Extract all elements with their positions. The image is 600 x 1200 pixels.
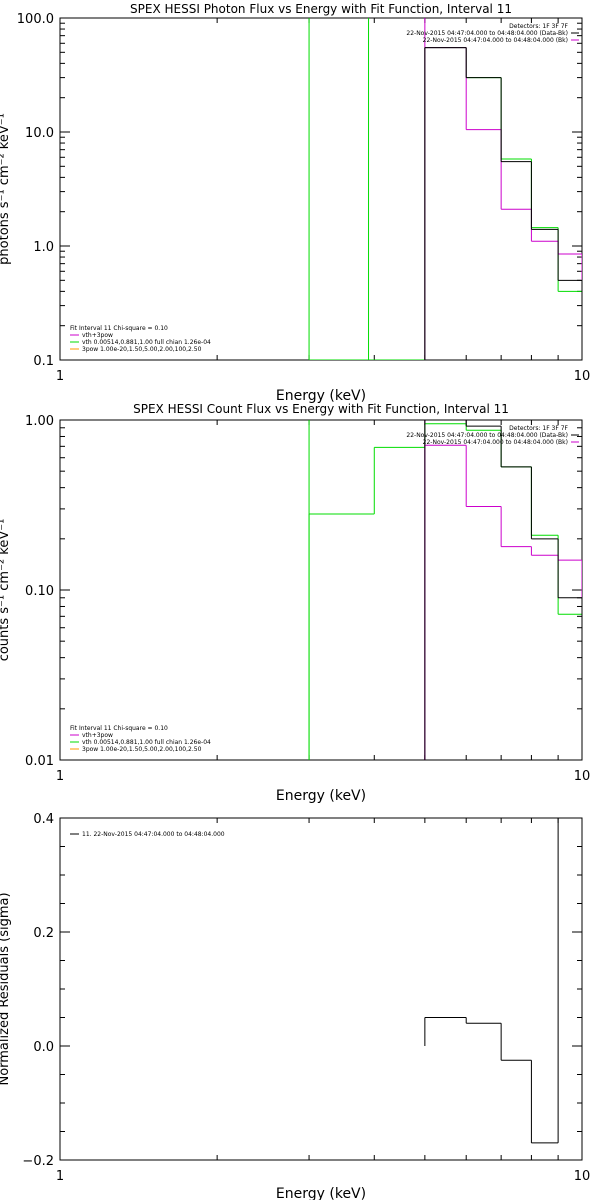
plot-area: [308, 18, 582, 360]
x-tick-label: 10: [574, 369, 591, 384]
legend-left-entry: vth+3pow: [82, 332, 113, 339]
x-tick-label: 1: [56, 769, 64, 784]
y-tick-label: −0.2: [22, 1154, 54, 1169]
series-data: [424, 47, 582, 360]
legend-left-entry: 11. 22-Nov-2015 04:47:04.000 to 04:48:04…: [82, 831, 225, 838]
x-tick-label: 10: [574, 1169, 591, 1184]
plot-area: [424, 818, 582, 1144]
y-tick-label: 1.00: [25, 414, 54, 429]
y-tick-label: 10.0: [25, 126, 54, 141]
legend-left-entry: vth 0.00514,0.881,1.00 full chian 1.26e-…: [82, 739, 211, 746]
x-axis-label: Energy (keV): [276, 1186, 366, 1200]
legend-left-entry: vth+3pow: [82, 732, 113, 739]
y-tick-label: 100.0: [17, 12, 54, 27]
legend-left-entry: Fit Interval 11 Chi-square = 0.10: [70, 325, 168, 332]
x-tick-label: 1: [56, 369, 64, 384]
x-tick-label: 10: [574, 769, 591, 784]
plot-area: [308, 420, 582, 760]
series-data: [424, 420, 582, 760]
legend-right-entry: 22-Nov-2015 04:47:04.000 to 04:48:04.000…: [406, 432, 568, 439]
x-tick-label: 1: [56, 1169, 64, 1184]
legend-left-entry: vth 0.00514,0.881,1.00 full chian 1.26e-…: [82, 339, 211, 346]
legend-left-entry: 3pow 1.00e-20,1.50,5.00,2.00,100,2.50: [82, 346, 202, 353]
legend-right-entry: 22-Nov-2015 04:47:04.000 to 04:48:04.000…: [423, 37, 568, 44]
series-bk: [424, 47, 582, 360]
plot-frame: [59, 419, 583, 761]
y-axis-label: Normalized Residuals (sigma): [0, 892, 12, 1085]
legend-right-entry: Detectors: 1F 3F 7F: [509, 425, 568, 432]
series-fit: [308, 423, 582, 760]
legend-right-entry: Detectors: 1F 3F 7F: [509, 23, 568, 30]
y-tick-label: 0.4: [33, 812, 54, 827]
x-axis-label: Energy (keV): [276, 788, 366, 804]
y-tick-label: 0.10: [25, 584, 54, 599]
legend-left-entry: Fit Interval 11 Chi-square = 0.10: [70, 725, 168, 732]
chart-title: SPEX HESSI Photon Flux vs Energy with Fi…: [130, 2, 512, 16]
y-tick-label: 0.01: [25, 754, 54, 769]
plot-frame: [59, 17, 583, 361]
legend-right-entry: 22-Nov-2015 04:47:04.000 to 04:48:04.000…: [423, 439, 568, 446]
y-tick-label: 1.0: [33, 240, 54, 255]
series-fit: [309, 47, 582, 360]
legend-right-entry: 22-Nov-2015 04:47:04.000 to 04:48:04.000…: [406, 30, 568, 37]
y-tick-label: 0.0: [33, 1040, 54, 1055]
chart-panel-3: 1 10 −0.2 0.0 0.2 0.4 Energy (keV) Normalized R…: [0, 812, 590, 1200]
plot-frame: [59, 817, 583, 1161]
legend-left-entry: 3pow 1.00e-20,1.50,5.00,2.00,100,2.50: [82, 746, 202, 753]
chart-title: SPEX HESSI Count Flux vs Energy with Fit…: [133, 402, 509, 416]
y-axis-label: photons s⁻¹ cm⁻² keV⁻¹: [0, 113, 12, 265]
chart-panel-1: 1 10 0.1 1.0 10.0 100.0 SPEX HESSI Photon Flux…: [0, 2, 590, 404]
y-tick-label: 0.1: [33, 354, 54, 369]
y-tick-label: 0.2: [33, 926, 54, 941]
chart-panel-2: 1 10 0.01 0.10 1.00 SPEX HESSI Count Flux vs …: [0, 402, 590, 804]
x-axis-label: Energy (keV): [276, 388, 366, 404]
y-axis-label: counts s⁻¹ cm⁻² keV⁻¹: [0, 519, 12, 662]
series-data: [424, 818, 582, 1144]
